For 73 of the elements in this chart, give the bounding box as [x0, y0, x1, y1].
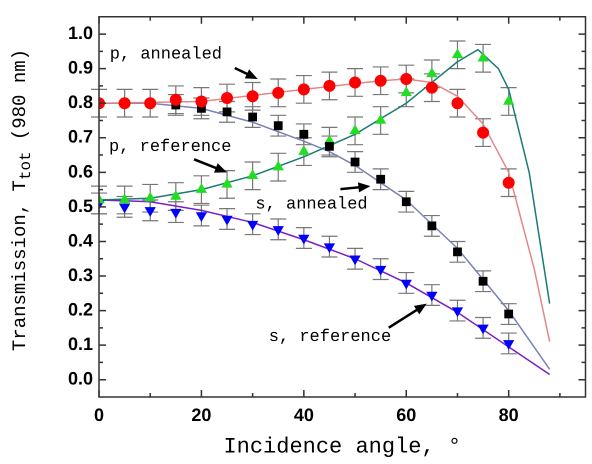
point [453, 247, 462, 256]
point [272, 226, 284, 236]
point [349, 76, 362, 88]
point [452, 307, 463, 317]
point [195, 95, 208, 108]
point [350, 255, 360, 265]
x-tick-label: 0 [94, 404, 104, 425]
x-tick-label: 60 [396, 404, 416, 425]
point [451, 97, 464, 110]
point [374, 74, 387, 87]
y-tick-label: 0.5 [68, 196, 93, 216]
point [375, 266, 386, 276]
point [478, 276, 488, 286]
point [478, 52, 488, 62]
point [426, 68, 438, 78]
y-tick-label: 0.1 [68, 334, 93, 354]
x-tick-label: 80 [498, 404, 519, 425]
point [478, 324, 488, 334]
point [274, 121, 283, 130]
point [504, 310, 514, 318]
point [426, 82, 438, 94]
y-tick-label: 0.3 [68, 264, 93, 285]
point [299, 130, 308, 139]
point [375, 114, 386, 124]
point [325, 142, 334, 151]
point [503, 340, 514, 350]
point [452, 48, 463, 58]
point [502, 176, 515, 189]
point [221, 92, 234, 104]
annotation: s, annealed [255, 196, 368, 215]
point [144, 207, 156, 216]
point [401, 280, 412, 289]
point [323, 80, 336, 92]
annotation: s, reference [268, 328, 392, 348]
point [248, 112, 258, 122]
y-tick-label: 1.0 [68, 23, 93, 44]
point [298, 83, 310, 96]
y-tick-label: 0.6 [68, 161, 93, 182]
point [144, 97, 156, 110]
point [427, 222, 436, 230]
point [350, 124, 360, 134]
annotation: p, annealed [110, 46, 222, 65]
point [376, 174, 386, 184]
point [272, 86, 284, 99]
y-tick-label: 0.0 [68, 368, 93, 389]
point [222, 107, 232, 116]
point [503, 95, 514, 105]
x-axis-title: Incidence angle, ° [223, 434, 462, 460]
y-tick-label: 0.7 [68, 126, 93, 147]
annotation: p, reference [109, 138, 232, 157]
point [324, 243, 335, 253]
y-tick-label: 0.2 [68, 300, 93, 320]
point [401, 86, 412, 96]
point [247, 220, 258, 230]
point [196, 212, 207, 222]
point [170, 94, 182, 106]
y-tick-label: 0.8 [68, 92, 93, 112]
x-tick-label: 40 [294, 404, 314, 425]
point [118, 97, 131, 110]
point [350, 158, 360, 166]
point [298, 234, 310, 244]
x-tick-label: 20 [191, 404, 212, 425]
point [402, 197, 411, 206]
y-tick-label: 0.4 [68, 230, 93, 250]
point [298, 146, 310, 155]
point [222, 216, 232, 225]
point [477, 126, 490, 139]
point [246, 90, 259, 102]
point [426, 292, 438, 302]
point [119, 204, 130, 213]
point [170, 208, 182, 218]
y-tick-label: 0.9 [68, 58, 93, 78]
point [400, 73, 412, 86]
